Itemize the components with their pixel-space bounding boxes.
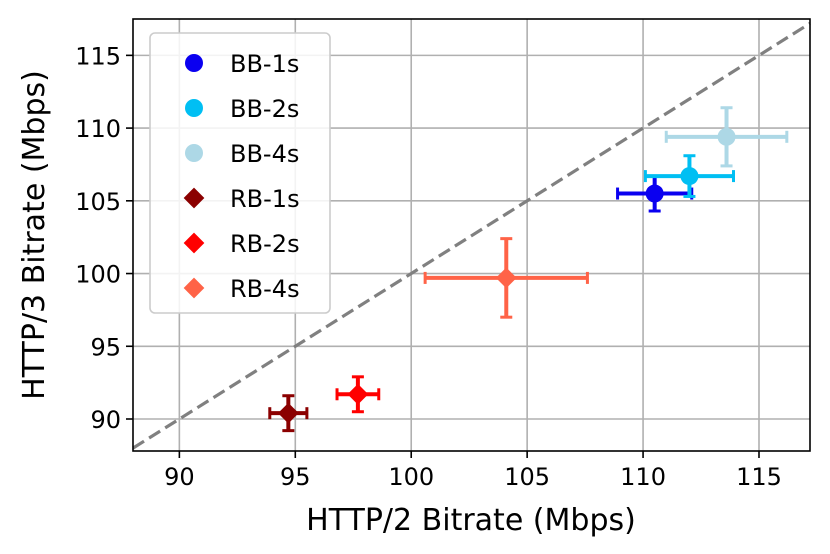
legend-label: RB-2s — [230, 230, 300, 258]
data-point — [495, 267, 517, 289]
y-tick-label: 115 — [75, 42, 121, 70]
series-bb-4s — [664, 106, 789, 168]
legend-label: RB-4s — [230, 275, 300, 303]
axis-ticks: 90 95 100 105 110 115 90 95 100 105 110 115 — [75, 42, 782, 491]
legend-item: BB-4s — [185, 140, 299, 168]
x-tick-label: 90 — [164, 463, 195, 491]
legend-marker — [185, 144, 203, 162]
legend-marker — [183, 187, 205, 209]
y-tick-label: 95 — [90, 333, 121, 361]
data-point — [680, 167, 699, 186]
legend-item: RB-1s — [183, 185, 300, 213]
data-point — [645, 184, 664, 203]
x-tick-label: 100 — [388, 463, 434, 491]
series-rb-4s — [423, 237, 589, 319]
legend-item: RB-2s — [183, 230, 300, 258]
series-bb-1s — [616, 174, 694, 213]
legend: BB-1s BB-2s BB-4s RB-1s RB-2s RB-4s — [149, 32, 331, 314]
legend-marker — [183, 232, 205, 254]
data-point — [717, 127, 736, 146]
legend-item: RB-4s — [183, 275, 300, 303]
legend-item: BB-2s — [185, 95, 299, 123]
y-axis-label: HTTP/3 Bitrate (Mbps) — [17, 70, 52, 400]
y-tick-label: 110 — [75, 115, 121, 143]
y-tick-label: 105 — [75, 188, 121, 216]
x-tick-label: 95 — [280, 463, 311, 491]
legend-label: RB-1s — [230, 185, 300, 213]
y-tick-label: 100 — [75, 261, 121, 289]
legend-marker — [183, 277, 205, 299]
x-tick-label: 115 — [736, 463, 782, 491]
data-point — [347, 383, 369, 405]
legend-label: BB-1s — [230, 50, 299, 78]
y-tick-label: 90 — [90, 406, 121, 434]
data-layer — [268, 106, 789, 433]
plot-area-frame — [132, 18, 811, 452]
reference-line — [132, 22, 811, 450]
legend-label: BB-4s — [230, 140, 299, 168]
series-rb-2s — [335, 375, 381, 414]
x-axis-label: HTTP/2 Bitrate (Mbps) — [306, 503, 636, 538]
series-bb-2s — [643, 154, 735, 198]
x-tick-label: 105 — [504, 463, 550, 491]
legend-marker — [185, 54, 203, 72]
series-rb-1s — [268, 394, 309, 433]
legend-label: BB-2s — [230, 95, 299, 123]
data-point — [277, 402, 299, 424]
legend-item: BB-1s — [185, 50, 299, 78]
reference-line-group — [132, 22, 811, 450]
legend-marker — [185, 99, 203, 117]
x-tick-label: 110 — [620, 463, 666, 491]
